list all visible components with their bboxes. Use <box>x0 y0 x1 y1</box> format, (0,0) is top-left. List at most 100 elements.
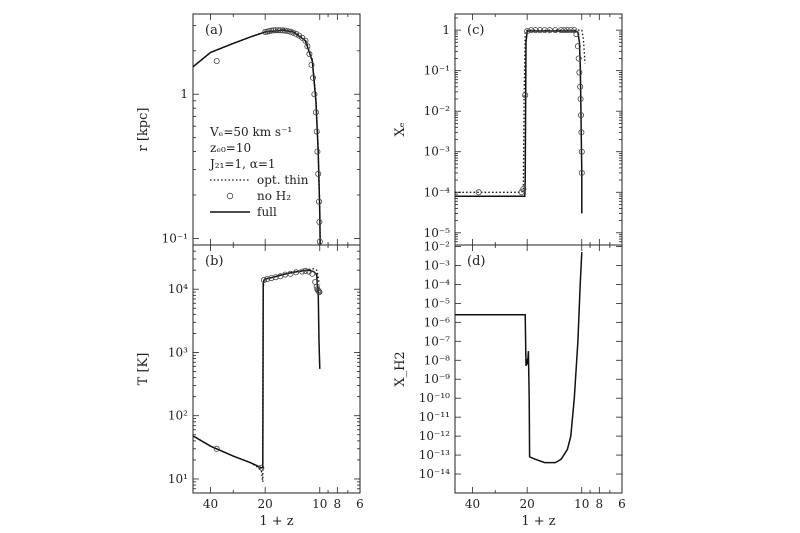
data-point-no-h2 <box>258 464 265 471</box>
data-point-no-h2 <box>302 267 309 274</box>
data-point-no-h2 <box>309 74 316 81</box>
y-tick-label: 10⁻⁵ <box>424 296 451 310</box>
data-point-no-h2 <box>264 275 271 282</box>
data-point-no-h2 <box>561 27 568 34</box>
series-line-full <box>455 30 583 214</box>
data-point-no-h2 <box>573 31 580 38</box>
legend-entry-label: no H₂ <box>257 189 291 203</box>
y-tick-label: 10⁻⁴ <box>424 185 451 199</box>
series-line-opt-thin <box>193 268 321 482</box>
panel-a: 1 10⁻¹ r [kpc] (a) Vₑ=50 km s⁻¹ zₑ₀=10 J₂₁=1, … <box>136 13 361 246</box>
y-tick-label: 10⁻² <box>424 240 451 254</box>
y-tick-label: 10⁻⁶ <box>424 315 451 329</box>
y-tick-label: 10⁻¹³ <box>419 448 450 462</box>
y-tick-label: 1 <box>442 23 450 37</box>
y-tick-label: 1 <box>180 87 188 101</box>
data-point-no-h2 <box>306 51 313 58</box>
y-axis-label: Xₑ <box>393 122 408 136</box>
data-point-no-h2 <box>577 96 584 103</box>
legend-parameter-text: Vₑ=50 km s⁻¹ <box>209 125 292 139</box>
y-tick-label: 10⁻¹⁰ <box>419 391 450 405</box>
data-point-no-h2 <box>309 270 316 277</box>
data-point-no-h2 <box>522 92 529 99</box>
data-point-no-h2 <box>558 27 565 34</box>
data-point-no-h2 <box>260 276 267 283</box>
data-point-no-h2 <box>518 189 525 196</box>
data-point-no-h2 <box>577 83 584 90</box>
x-tick-label: 6 <box>618 497 626 511</box>
legend-entry-label: opt. thin <box>257 173 309 187</box>
x-tick-label: 8 <box>596 497 604 511</box>
y-tick-label: 10² <box>168 409 188 423</box>
x-tick-label: 20 <box>258 497 273 511</box>
y-tick-label: 10⁻⁹ <box>424 372 451 386</box>
data-point-no-h2 <box>574 43 581 50</box>
data-point-no-h2 <box>316 238 323 245</box>
y-axis-label: T [K] <box>136 353 151 386</box>
data-point-no-h2 <box>268 27 275 34</box>
data-point-no-h2 <box>528 27 535 34</box>
y-tick-label: 10⁻¹ <box>424 64 450 78</box>
plot-frame <box>192 244 361 494</box>
y-tick-label: 10⁻⁷ <box>424 334 451 348</box>
series-line-full <box>455 252 583 464</box>
data-point-no-h2 <box>571 27 578 34</box>
data-point-no-h2 <box>293 30 300 37</box>
x-tick-label: 40 <box>203 497 218 511</box>
data-point-no-h2 <box>552 27 559 34</box>
data-point-no-h2 <box>316 218 323 225</box>
plot-area <box>193 27 323 245</box>
data-point-no-h2 <box>268 275 275 282</box>
x-axis-label: 1 + z <box>521 514 555 529</box>
plot-area <box>455 252 583 464</box>
data-point-no-h2 <box>520 186 527 193</box>
y-tick-label: 10⁻² <box>424 104 451 118</box>
data-point-no-h2 <box>567 27 574 34</box>
plot-frame <box>454 13 623 246</box>
y-axis-label: X_H2 <box>393 351 408 386</box>
data-point-no-h2 <box>524 27 531 34</box>
data-point-no-h2 <box>537 27 544 34</box>
x-tick-label: 10 <box>574 497 589 511</box>
data-point-no-h2 <box>311 91 318 98</box>
data-point-no-h2 <box>272 27 279 34</box>
x-tick-label: 20 <box>520 497 535 511</box>
y-tick-label: 10⁻¹² <box>419 429 450 443</box>
data-point-no-h2 <box>293 269 300 276</box>
series-line-opt-thin <box>455 29 586 193</box>
y-tick-label: 10¹ <box>168 472 188 486</box>
y-tick-label: 10⁻⁸ <box>424 353 451 367</box>
data-point-no-h2 <box>312 109 319 116</box>
legend-entry-label: full <box>257 205 277 219</box>
data-point-no-h2 <box>213 445 220 452</box>
panel-c: 1 10⁻¹ 10⁻² 10⁻³ 10⁻⁴ 10⁻⁵ Xₑ (c) <box>393 13 623 246</box>
data-point-no-h2 <box>213 58 220 65</box>
data-point-no-h2 <box>576 69 583 76</box>
data-point-no-h2 <box>284 28 291 35</box>
y-tick-label: 10⁻¹ <box>162 231 188 245</box>
data-point-no-h2 <box>315 287 322 294</box>
data-point-no-h2 <box>299 268 306 275</box>
legend-swatch-circle <box>226 192 234 200</box>
data-point-no-h2 <box>564 27 571 34</box>
panel-d: 10⁻² 10⁻³ 10⁻⁴ 10⁻⁵ 10⁻⁶ 10⁻⁷ 10⁻⁸ 10⁻⁹ 10⁻¹⁰ 10⁻… <box>393 240 626 529</box>
y-tick-label: 10⁴ <box>168 282 188 296</box>
data-point-no-h2 <box>578 148 585 155</box>
x-axis-label: 1 + z <box>259 514 293 529</box>
data-point-no-h2 <box>308 61 315 68</box>
plot-area <box>193 267 323 482</box>
x-tick-label: 6 <box>356 497 364 511</box>
data-point-no-h2 <box>313 283 320 290</box>
data-point-no-h2 <box>475 189 482 196</box>
y-axis-label: r [kpc] <box>136 108 151 152</box>
legend-parameter-text: zₑ₀=10 <box>210 141 251 155</box>
y-tick-label: 10⁻⁴ <box>424 277 451 291</box>
data-point-no-h2 <box>302 37 309 44</box>
data-point-no-h2 <box>304 43 311 50</box>
panel-label: (d) <box>467 254 485 269</box>
data-point-no-h2 <box>287 28 294 35</box>
data-point-no-h2 <box>290 29 297 36</box>
series-line-full <box>193 269 321 469</box>
data-point-no-h2 <box>315 198 322 205</box>
